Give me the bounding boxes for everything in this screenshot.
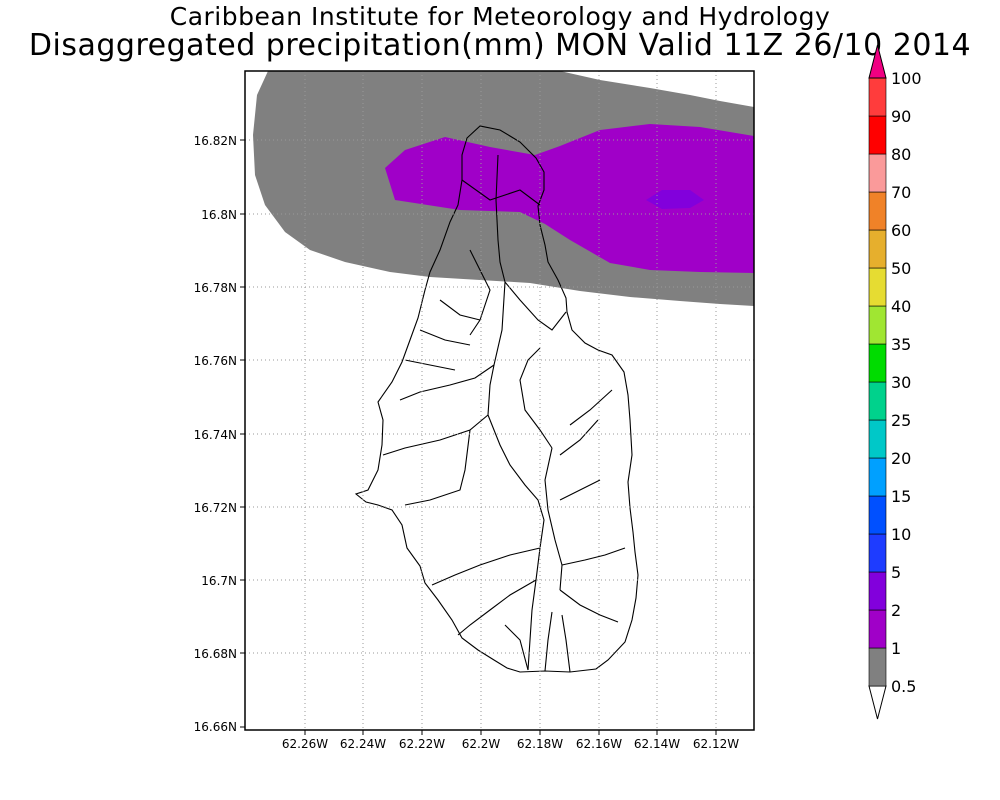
colorbar-swatch-3 <box>868 533 887 573</box>
colorbar-under-triangle <box>868 685 887 720</box>
colorbar-label-15: 90 <box>891 107 911 126</box>
colorbar-label-0: 0.5 <box>891 677 916 696</box>
lon-label-2: 62.22W <box>399 737 445 751</box>
lat-label-2: 16.78N <box>194 281 237 295</box>
colorbar-label-1: 1 <box>891 639 901 658</box>
colorbar-swatch-13 <box>868 153 887 193</box>
colorbar-over-triangle <box>868 44 887 79</box>
colorbar-label-6: 20 <box>891 449 911 468</box>
colorbar-swatch-0 <box>868 647 887 687</box>
precip-region-1-2mm <box>385 124 754 273</box>
colorbar-label-8: 30 <box>891 373 911 392</box>
colorbar-label-4: 10 <box>891 525 911 544</box>
colorbar-swatch-10 <box>868 267 887 307</box>
precip-region-2-5mm <box>646 190 704 209</box>
colorbar-label-5: 15 <box>891 487 911 506</box>
lon-label-3: 62.2W <box>462 737 501 751</box>
lat-label-6: 16.7N <box>201 574 237 588</box>
lon-label-6: 62.14W <box>634 737 680 751</box>
colorbar-label-7: 25 <box>891 411 911 430</box>
colorbar-swatch-8 <box>868 343 887 383</box>
lat-labels: 16.82N 16.8N 16.78N 16.76N 16.74N 16.72N… <box>194 134 237 734</box>
lat-label-4: 16.74N <box>194 428 237 442</box>
chart-title: Caribbean Institute for Meteorology and … <box>169 2 831 31</box>
lon-label-1: 62.24W <box>340 737 386 751</box>
lon-label-7: 62.12W <box>693 737 739 751</box>
colorbar-label-16: 100 <box>891 69 922 88</box>
colorbar-swatch-2 <box>868 571 887 611</box>
lon-label-5: 62.16W <box>576 737 622 751</box>
colorbar-label-11: 50 <box>891 259 911 278</box>
colorbar-swatch-9 <box>868 305 887 345</box>
lat-label-3: 16.76N <box>194 354 237 368</box>
colorbar-label-3: 5 <box>891 563 901 582</box>
lon-label-4: 62.18W <box>517 737 563 751</box>
colorbar-label-14: 80 <box>891 145 911 164</box>
grid-lines <box>245 71 754 730</box>
island-outline <box>354 125 639 673</box>
colorbar-swatch-12 <box>868 191 887 231</box>
lat-label-1: 16.8N <box>201 208 237 222</box>
colorbar-label-9: 35 <box>891 335 911 354</box>
lon-ticks <box>304 730 717 735</box>
colorbar-label-13: 70 <box>891 183 911 202</box>
chart-subtitle: Disaggregated precipitation(mm) MON Vali… <box>28 28 972 63</box>
lon-labels: 62.26W 62.24W 62.22W 62.2W 62.18W 62.16W… <box>282 737 739 751</box>
lat-label-7: 16.68N <box>194 647 237 661</box>
lat-label-5: 16.72N <box>194 501 237 515</box>
colorbar-label-12: 60 <box>891 221 911 240</box>
colorbar-label-10: 40 <box>891 297 911 316</box>
colorbar-swatch-14 <box>868 115 887 155</box>
map-frame <box>244 70 755 731</box>
lat-ticks <box>240 139 245 728</box>
lon-label-0: 62.26W <box>282 737 328 751</box>
lat-label-0: 16.82N <box>194 134 237 148</box>
colorbar-label-2: 2 <box>891 601 901 620</box>
lat-label-8: 16.66N <box>194 720 237 734</box>
colorbar-swatch-15 <box>868 77 887 117</box>
colorbar-swatch-7 <box>868 381 887 421</box>
colorbar-swatch-1 <box>868 609 887 649</box>
colorbar-swatch-6 <box>868 419 887 459</box>
colorbar-swatch-11 <box>868 229 887 269</box>
colorbar-swatch-4 <box>868 495 887 535</box>
colorbar-swatch-5 <box>868 457 887 497</box>
